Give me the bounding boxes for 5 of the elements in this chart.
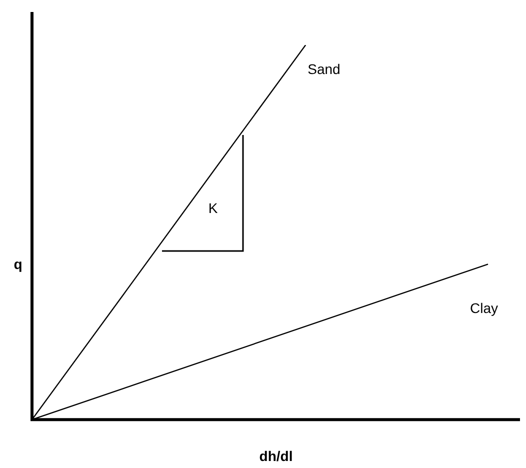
y-axis-title: q xyxy=(14,256,22,272)
series-label: Sand xyxy=(308,60,340,77)
text: Clay xyxy=(470,300,498,316)
annotation: K xyxy=(208,200,218,216)
x-axis-title: dh/dl xyxy=(259,448,293,464)
